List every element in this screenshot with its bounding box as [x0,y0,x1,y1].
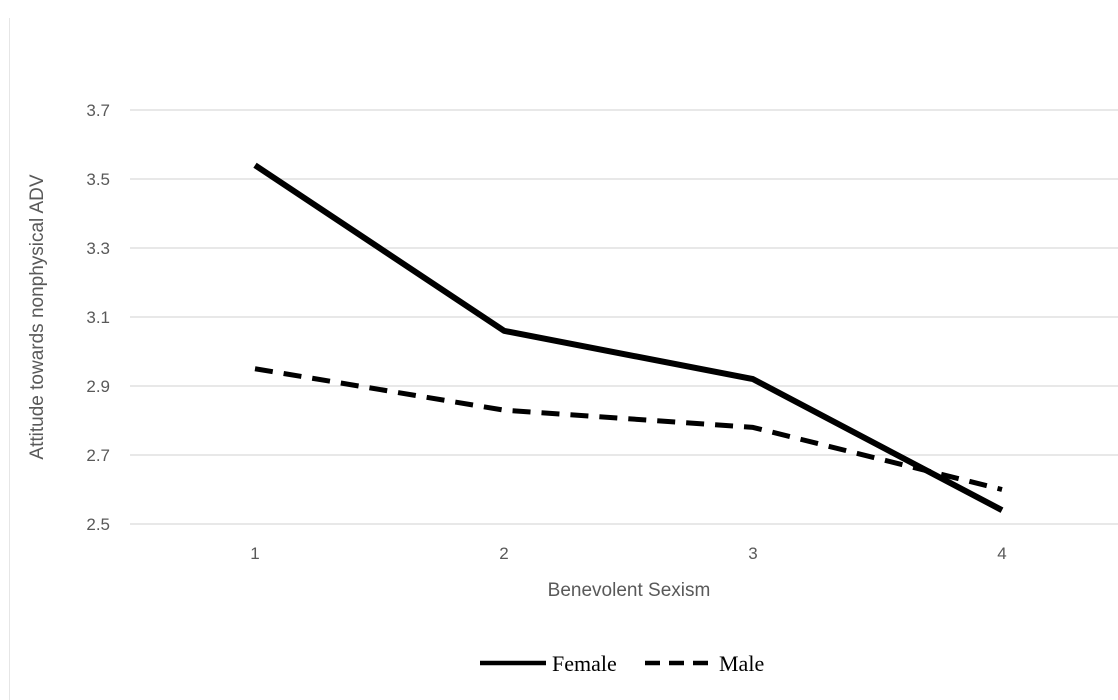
legend-label-male: Male [719,651,764,676]
y-tick-label: 2.5 [86,515,110,534]
page-edge-rule [9,18,10,700]
x-axis-title: Benevolent Sexism [548,580,711,601]
gridlines [130,109,1118,525]
y-axis-title: Attitude towards nonphysical ADV [27,174,48,459]
x-axis-ticks: 1 2 3 4 [250,544,1006,563]
y-tick-label: 2.9 [86,377,110,396]
x-tick-label: 2 [499,544,508,563]
y-axis-ticks: 2.5 2.7 2.9 3.1 3.3 3.5 3.7 [86,101,110,534]
legend: Female Male [480,651,764,676]
y-tick-label: 3.3 [86,239,110,258]
x-tick-label: 1 [250,544,259,563]
x-tick-label: 3 [748,544,757,563]
x-tick-label: 4 [997,544,1006,563]
series-lines [253,162,1004,513]
y-tick-label: 3.7 [86,101,110,120]
y-tick-label: 2.7 [86,446,110,465]
y-tick-label: 3.1 [86,308,110,327]
y-tick-label: 3.5 [86,170,110,189]
legend-label-female: Female [552,651,617,676]
series-line-male [254,366,1003,492]
series-line-female [253,162,1004,513]
